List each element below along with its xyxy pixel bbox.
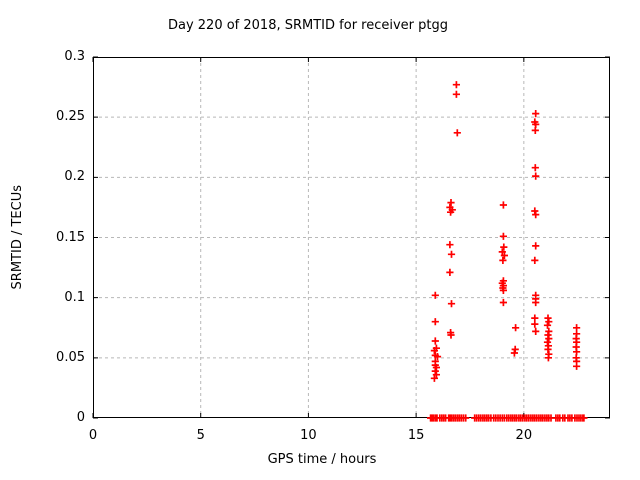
y-tick-label: 0.25 xyxy=(56,109,85,125)
y-tick-label: 0.3 xyxy=(64,49,85,64)
tick-marks xyxy=(92,56,610,419)
x-tick-label: 5 xyxy=(196,428,205,443)
y-tick-label: 0.2 xyxy=(64,169,85,185)
y-tick-label: 0.1 xyxy=(64,289,85,305)
y-tick-label: 0.05 xyxy=(56,349,85,365)
x-tick-label: 15 xyxy=(407,428,425,443)
x-tick-label: 0 xyxy=(88,428,98,443)
x-tick-label: 20 xyxy=(515,428,533,443)
y-tick-label: 0 xyxy=(76,410,85,425)
scatter-markers xyxy=(427,81,588,422)
x-tick-label: 10 xyxy=(300,428,317,443)
y-tick-label: 0.15 xyxy=(56,229,85,245)
chart-title: Day 220 of 2018, SRMTID for receiver ptg… xyxy=(167,18,449,33)
x-axis-label: GPS time / hours xyxy=(267,452,377,467)
